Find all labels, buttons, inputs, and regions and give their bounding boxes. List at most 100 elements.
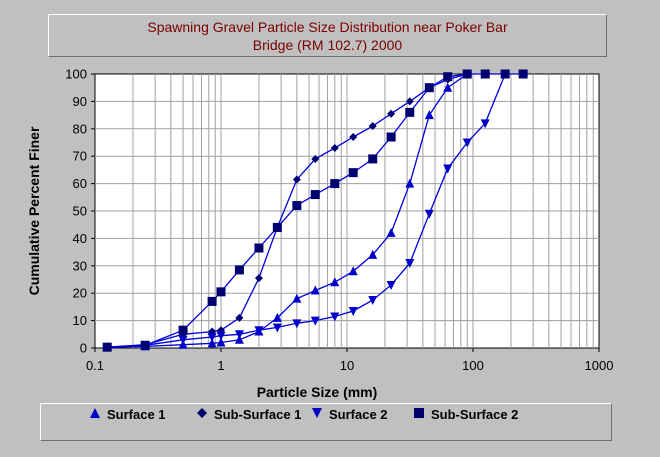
- legend-label: Surface 2: [329, 407, 388, 422]
- data-point: [348, 168, 358, 178]
- y-tick-label: 20: [73, 286, 87, 301]
- chart-title-line1: Spawning Gravel Particle Size Distributi…: [147, 19, 508, 35]
- data-point: [102, 342, 112, 352]
- x-tick-label: 1: [217, 358, 224, 373]
- data-point: [480, 119, 490, 129]
- series-group: [102, 69, 528, 353]
- legend-item-surface-1: Surface 1: [89, 407, 166, 422]
- data-point: [330, 143, 339, 152]
- data-point: [254, 326, 264, 336]
- legend-item-sub-surface-1: Sub-Surface 1: [196, 407, 306, 422]
- legend-label: Sub-Surface 1: [214, 407, 302, 422]
- square-icon: [414, 408, 424, 418]
- y-tick-label: 100: [65, 67, 87, 82]
- y-axis-label: Cumulative Percent Finer: [26, 126, 42, 295]
- data-point: [462, 69, 472, 79]
- x-tick-label: 1000: [585, 358, 614, 373]
- data-point: [207, 296, 217, 306]
- data-point: [386, 280, 396, 290]
- legend-item-surface-2: Surface 2: [311, 407, 388, 422]
- y-tick-label: 70: [73, 149, 87, 164]
- data-point: [178, 335, 188, 345]
- data-point: [235, 313, 244, 322]
- data-point: [386, 132, 396, 142]
- series-sub-surface-2: [102, 69, 528, 352]
- diamond-icon: [197, 408, 207, 418]
- data-point: [443, 72, 453, 82]
- y-axis-ticks: 0 10 20 30 40 50 60 70 80 90 100: [65, 67, 95, 356]
- data-point: [234, 330, 244, 340]
- data-point: [234, 265, 244, 275]
- y-tick-label: 0: [80, 341, 87, 356]
- y-tick-label: 60: [73, 176, 87, 191]
- data-point: [311, 154, 320, 163]
- chart-title: Spawning Gravel Particle Size Distributi…: [48, 14, 607, 57]
- data-point: [207, 333, 217, 343]
- data-point: [178, 325, 188, 335]
- data-point: [368, 249, 378, 259]
- y-tick-label: 10: [73, 313, 87, 328]
- data-point: [207, 338, 217, 348]
- data-point: [349, 133, 358, 142]
- x-tick-label: 100: [462, 358, 484, 373]
- x-axis-ticks: 0.1 1 10 100 1000: [86, 348, 614, 373]
- data-point: [330, 179, 340, 189]
- data-point: [480, 69, 490, 79]
- data-point: [292, 175, 301, 184]
- y-tick-label: 90: [73, 94, 87, 109]
- data-point: [140, 340, 150, 350]
- data-point: [292, 319, 302, 329]
- x-tick-label: 0.1: [86, 358, 104, 373]
- data-point: [462, 138, 472, 148]
- legend-item-sub-surface-2: Sub-Surface 2: [413, 407, 523, 422]
- data-point: [405, 259, 415, 269]
- data-point: [216, 287, 226, 297]
- data-point: [272, 312, 282, 322]
- data-point: [443, 164, 453, 174]
- data-point: [405, 97, 414, 106]
- data-point: [368, 296, 378, 306]
- data-point: [500, 69, 510, 79]
- data-point: [405, 107, 415, 117]
- series-line: [107, 73, 468, 348]
- data-point: [424, 209, 434, 219]
- data-point: [272, 222, 282, 232]
- y-tick-label: 80: [73, 121, 87, 136]
- data-point: [254, 274, 263, 283]
- data-point: [330, 277, 340, 287]
- y-tick-label: 50: [73, 204, 87, 219]
- data-point: [368, 122, 377, 131]
- data-point: [386, 227, 396, 237]
- chart-title-line2: Bridge (RM 102.7) 2000: [252, 37, 403, 53]
- grid-lines: [95, 74, 599, 348]
- data-point: [310, 316, 320, 326]
- data-point: [330, 312, 340, 322]
- x-axis-label: Particle Size (mm): [257, 384, 378, 400]
- data-point: [216, 337, 226, 347]
- data-point: [387, 109, 396, 118]
- legend: Surface 1 Sub-Surface 1 Surface 2 Sub-Su…: [40, 403, 612, 441]
- data-point: [310, 285, 320, 295]
- data-point: [254, 243, 264, 253]
- data-point: [405, 178, 415, 188]
- data-point: [292, 201, 302, 211]
- data-point: [424, 83, 434, 93]
- legend-label: Sub-Surface 2: [431, 407, 519, 422]
- data-point: [348, 307, 358, 317]
- data-point: [518, 69, 528, 79]
- data-point: [443, 82, 453, 92]
- triangle-down-icon: [312, 408, 322, 418]
- y-tick-label: 30: [73, 258, 87, 273]
- y-tick-label: 40: [73, 231, 87, 246]
- data-point: [348, 266, 358, 276]
- legend-label: Surface 1: [107, 407, 166, 422]
- series-line: [107, 73, 468, 348]
- data-point: [272, 323, 282, 333]
- data-point: [424, 110, 434, 120]
- x-tick-label: 10: [340, 358, 354, 373]
- triangle-up-icon: [90, 408, 100, 418]
- data-point: [216, 331, 226, 341]
- data-point: [368, 154, 378, 164]
- data-point: [310, 190, 320, 200]
